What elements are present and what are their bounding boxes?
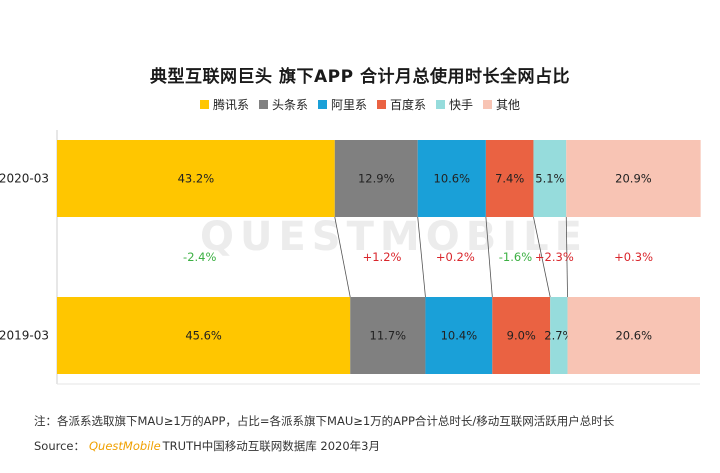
chart-title: 典型互联网巨头 旗下APP 合计月总使用时长全网占比 [150, 67, 570, 87]
data-label: 10.6% [434, 172, 471, 186]
source-prefix: Source： [34, 439, 85, 453]
bar-segment [492, 297, 551, 374]
bar-segment [417, 140, 486, 217]
stacked-bar-chart: 43.2% 12.9% 10.6% 7.4% 5.1% 20.9% 2020-03 45.6%… [0, 130, 701, 385]
footnote: 注：各派系选取旗下MAU≥1万的APP，占比=各派系旗下MAU≥1万的APP合计… [34, 414, 615, 428]
legend-swatch [199, 100, 209, 109]
connector-line [533, 216, 551, 298]
data-label: 12.9% [358, 172, 395, 186]
legend-label: 头条系 [271, 98, 308, 112]
change-label: -2.4% [183, 250, 216, 264]
source-truth: TRUTH [162, 439, 202, 453]
data-label: 11.7% [370, 329, 407, 343]
data-label: 2.7% [544, 329, 573, 343]
watermark: QUESTMOBILE [200, 214, 588, 260]
data-label: 5.1% [535, 172, 564, 186]
bar-segment [567, 297, 700, 374]
category-label: 2019-03 [0, 329, 49, 343]
legend-swatch [436, 100, 446, 109]
legend-label: 快手 [449, 98, 474, 112]
bar-segment [550, 297, 568, 374]
legend-swatch [258, 100, 268, 109]
legend-item: 快手 [436, 96, 473, 113]
bar-segment [350, 297, 426, 374]
chart-legend: 腾讯系 头条系 阿里系 百度系 快手 其他 [0, 96, 720, 113]
data-label: 9.0% [507, 329, 536, 343]
data-label: 20.9% [615, 172, 652, 186]
legend-item: 百度系 [377, 96, 426, 113]
legend-label: 百度系 [390, 98, 427, 112]
change-label: +1.2% [363, 250, 402, 264]
change-label: +2.3% [535, 250, 574, 264]
data-label: 45.6% [185, 329, 222, 343]
bar-segment [57, 140, 335, 217]
data-label: 7.4% [495, 172, 524, 186]
source-brand: QuestMobile [89, 439, 161, 453]
legend-swatch [483, 100, 493, 109]
connector-line [565, 216, 568, 298]
bar-segment [334, 140, 418, 217]
source-line: Source： QuestMobile TRUTH 中国移动互联网数据库 202… [34, 438, 380, 454]
bar-segment [425, 297, 493, 374]
bar-segment [485, 140, 534, 217]
change-label: -1.6% [499, 250, 532, 264]
change-label: +0.2% [436, 250, 475, 264]
category-label: 2020-03 [0, 172, 49, 186]
data-label: 43.2% [178, 172, 215, 186]
legend-label: 腾讯系 [212, 98, 249, 112]
bar-segment [566, 140, 701, 217]
connector-line [417, 216, 426, 298]
data-label: 10.4% [441, 329, 478, 343]
legend-item: 头条系 [258, 96, 308, 113]
legend-swatch [377, 100, 386, 109]
bar-segment [533, 140, 567, 217]
source-rest: 中国移动互联网数据库 2020年3月 [201, 439, 380, 453]
legend-label: 其他 [496, 98, 521, 112]
bar-segment [57, 297, 351, 374]
legend-item: 其他 [483, 96, 520, 113]
change-label: +0.3% [614, 250, 653, 264]
legend-item: 阿里系 [317, 96, 367, 113]
connector-line [485, 216, 493, 298]
connector-line [334, 216, 351, 298]
data-label: 20.6% [615, 329, 652, 343]
legend-item: 腾讯系 [199, 96, 249, 113]
legend-label: 阿里系 [330, 98, 367, 112]
legend-swatch [317, 100, 327, 109]
